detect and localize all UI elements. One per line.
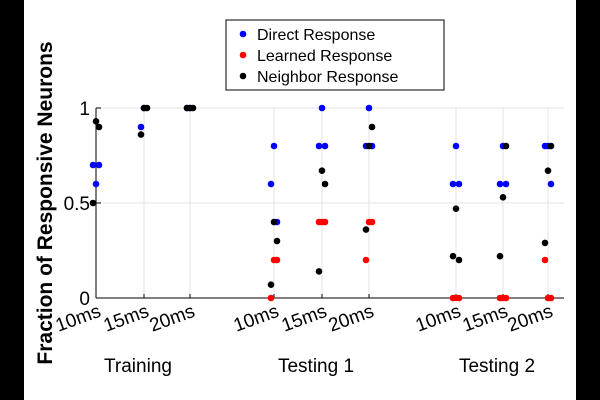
data-point xyxy=(365,142,373,150)
x-tick-label: 10ms xyxy=(413,301,464,337)
data-point xyxy=(547,294,555,302)
data-point xyxy=(502,180,510,188)
group-label: Testing 2 xyxy=(459,356,535,377)
data-point xyxy=(541,239,549,247)
legend-entry: Direct Response xyxy=(257,27,375,44)
y-tick-label: 1 xyxy=(79,99,90,120)
data-point xyxy=(455,180,463,188)
data-point xyxy=(137,131,145,138)
data-point xyxy=(449,180,457,188)
data-point xyxy=(541,256,549,264)
data-point xyxy=(452,205,460,212)
data-point xyxy=(496,252,504,260)
x-tick-label: 10ms xyxy=(231,301,282,337)
data-point xyxy=(89,199,97,207)
data-point xyxy=(362,226,370,233)
data-point xyxy=(544,167,552,174)
data-point xyxy=(315,142,323,150)
x-tick-label: 20ms xyxy=(326,301,377,337)
y-tick-label: 0 xyxy=(79,289,90,310)
data-point xyxy=(321,180,329,188)
data-point xyxy=(318,104,326,112)
data-point xyxy=(267,281,275,289)
data-point xyxy=(547,180,555,188)
y-tick-labels: 00.51 xyxy=(64,99,90,310)
legend-entry: Learned Response xyxy=(257,48,392,65)
x-tick-label: 20ms xyxy=(505,301,556,337)
data-point xyxy=(502,142,510,150)
data-point xyxy=(321,218,329,226)
group-labels: Training Testing 1 Testing 2 xyxy=(104,356,535,377)
x-tick-label: 10ms xyxy=(53,301,104,337)
grid xyxy=(95,107,564,299)
data-point xyxy=(270,218,278,226)
figure-frame: 0 0.5 1 10ms 15ms 20ms 10ms 15ms 20ms 10ms 15ms 20… xyxy=(24,0,576,400)
data-point xyxy=(95,161,103,169)
data-point xyxy=(137,123,145,131)
legend-box xyxy=(225,19,445,91)
data-point xyxy=(368,218,376,226)
legend-entry: Neighbor Response xyxy=(257,69,399,86)
group-label: Training xyxy=(104,356,172,377)
x-tick-label: 20ms xyxy=(147,301,198,337)
data-point xyxy=(499,194,507,201)
data-point xyxy=(89,161,97,169)
data-point xyxy=(273,237,281,245)
data-point xyxy=(267,180,275,188)
data-point xyxy=(92,118,100,125)
data-point xyxy=(449,252,457,260)
data-point xyxy=(267,294,275,302)
x-tick-label: 15ms xyxy=(460,301,511,337)
x-tick-label: 15ms xyxy=(101,301,152,337)
data-point xyxy=(502,294,510,302)
data-point xyxy=(455,294,463,302)
data-point xyxy=(95,123,103,131)
y-tick-label: 0.5 xyxy=(64,194,90,215)
x-tick-label: 15ms xyxy=(279,301,330,337)
data-point xyxy=(270,142,278,150)
data-point xyxy=(362,256,370,264)
group-label: Testing 1 xyxy=(278,356,354,377)
data-point xyxy=(92,180,100,188)
data-point xyxy=(273,256,281,264)
data-points xyxy=(89,104,555,302)
data-point xyxy=(318,167,326,174)
data-point xyxy=(455,256,463,264)
legend-marker xyxy=(239,30,247,38)
data-point xyxy=(365,104,373,112)
data-point xyxy=(315,268,323,275)
data-point xyxy=(321,142,329,150)
data-point xyxy=(189,104,197,112)
data-point xyxy=(452,142,460,150)
data-point xyxy=(368,123,376,131)
legend-marker xyxy=(239,72,247,80)
y-axis-label: Fraction of Responsive Neurons xyxy=(34,41,57,364)
data-point xyxy=(143,104,151,112)
legend: Direct Response Learned Response Neighbor … xyxy=(225,19,445,91)
data-point xyxy=(496,180,504,188)
legend-marker xyxy=(239,51,247,59)
data-point xyxy=(547,142,555,150)
